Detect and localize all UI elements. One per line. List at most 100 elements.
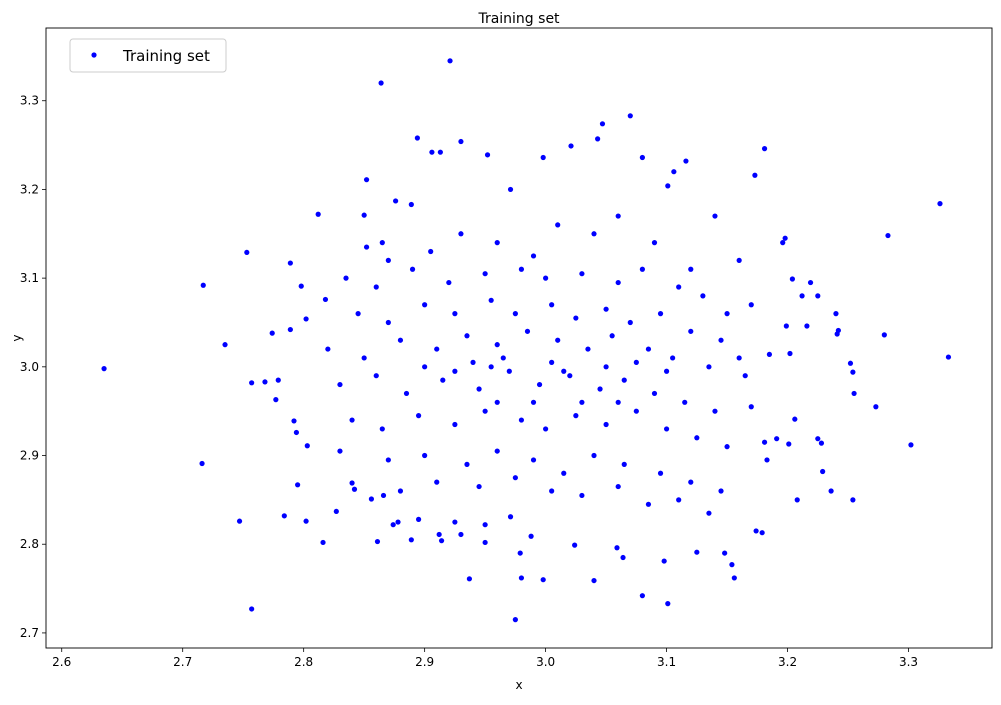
data-point	[881, 332, 887, 338]
data-point	[729, 562, 735, 568]
data-point	[518, 266, 525, 272]
data-point	[621, 461, 627, 467]
data-point	[452, 519, 458, 525]
data-point	[620, 554, 626, 561]
data-point	[694, 549, 700, 555]
data-point	[466, 576, 473, 582]
data-point	[393, 198, 399, 204]
y-tick-label: 2.7	[20, 626, 39, 640]
data-point	[249, 380, 255, 386]
data-point	[736, 355, 742, 361]
data-point	[281, 513, 287, 519]
data-point	[591, 577, 597, 584]
data-point	[322, 296, 329, 303]
data-point	[452, 368, 458, 374]
data-point	[222, 342, 228, 348]
data-point	[295, 482, 301, 488]
data-point	[325, 346, 331, 352]
data-point	[718, 337, 724, 343]
x-axis-label: x	[515, 678, 522, 692]
data-point	[518, 417, 525, 423]
data-point	[464, 461, 470, 467]
data-point	[585, 346, 591, 352]
legend-box	[69, 38, 227, 73]
x-axis: 2.6 2.7 2.8 2.9 3.0 3.1 3.2 3.3	[52, 648, 918, 669]
x-tick-label: 2.7	[173, 655, 192, 669]
data-point	[512, 475, 518, 481]
data-point	[374, 538, 381, 545]
data-point	[452, 311, 458, 317]
data-point	[379, 426, 385, 432]
data-point	[373, 284, 379, 290]
y-tick-label: 3.2	[20, 182, 39, 196]
data-point	[303, 316, 309, 322]
data-point	[603, 306, 609, 312]
x-tick-label: 3.1	[657, 655, 676, 669]
data-point	[507, 186, 514, 193]
data-point	[670, 355, 676, 361]
data-point	[337, 381, 343, 388]
data-point	[293, 429, 300, 436]
data-point	[597, 386, 603, 392]
data-point	[665, 183, 671, 189]
y-tick-label: 3.3	[20, 94, 39, 108]
data-point	[397, 488, 404, 494]
data-point	[434, 346, 440, 352]
data-point	[380, 492, 387, 499]
data-point	[639, 266, 645, 272]
legend: Training set	[69, 38, 227, 73]
data-point	[908, 442, 914, 448]
data-point	[614, 545, 620, 551]
data-point	[633, 408, 639, 414]
data-point	[343, 275, 349, 281]
data-point	[782, 235, 788, 241]
data-point	[540, 154, 546, 161]
data-point	[101, 366, 107, 372]
data-point	[561, 368, 567, 374]
data-point	[615, 399, 621, 405]
data-point	[792, 416, 798, 422]
data-point	[885, 232, 891, 239]
data-point	[530, 457, 537, 463]
data-point	[385, 257, 391, 263]
data-point	[363, 177, 370, 183]
data-point	[561, 470, 567, 476]
data-point	[627, 113, 633, 119]
data-point	[663, 368, 670, 374]
y-axis: 2.7 2.8 2.9 3.0 3.1 3.2 3.3	[20, 94, 46, 640]
data-point	[573, 315, 579, 321]
data-point	[482, 539, 488, 546]
data-point	[440, 377, 446, 383]
data-point	[249, 606, 255, 612]
data-point	[774, 436, 780, 442]
plot-frame	[45, 27, 993, 649]
data-point	[494, 448, 500, 454]
data-point	[783, 323, 789, 329]
data-point	[304, 443, 310, 449]
data-point	[422, 364, 428, 370]
data-point	[786, 441, 792, 447]
data-point	[820, 468, 826, 475]
data-point	[615, 213, 621, 219]
data-point	[390, 522, 396, 528]
data-point	[804, 323, 810, 329]
data-point	[428, 248, 434, 255]
data-point	[512, 311, 518, 317]
data-point	[937, 201, 943, 207]
data-point	[488, 297, 494, 303]
data-point	[568, 143, 574, 149]
data-point	[349, 480, 355, 486]
data-point	[494, 399, 500, 405]
data-point	[683, 158, 689, 164]
data-point	[275, 377, 281, 383]
data-point	[434, 479, 440, 485]
data-point	[422, 302, 428, 308]
data-point	[549, 302, 555, 308]
data-point	[287, 260, 293, 266]
data-point	[543, 426, 549, 432]
data-point	[446, 279, 452, 286]
data-point	[573, 413, 579, 419]
data-point	[409, 266, 416, 272]
data-point	[794, 497, 800, 503]
